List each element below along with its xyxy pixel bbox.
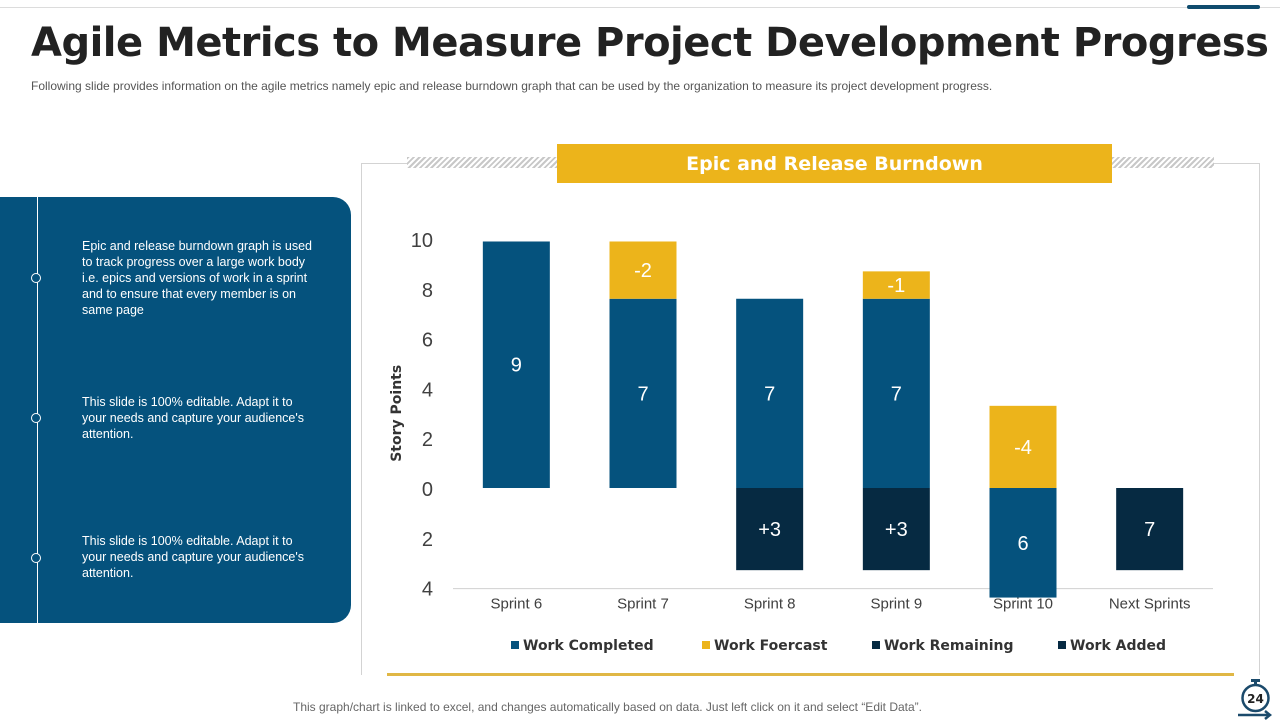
y-tick-label: 0 <box>422 479 433 501</box>
page-number: 24 <box>1247 692 1264 706</box>
top-accent-bar <box>1187 5 1260 9</box>
y-axis-label: Story Points <box>389 365 405 462</box>
bar-segment[interactable] <box>862 488 930 571</box>
bar-segment[interactable] <box>1116 488 1184 571</box>
data-label: 9 <box>511 355 522 377</box>
legend-label: Work Completed <box>523 638 654 654</box>
data-label: -1 <box>887 275 905 297</box>
y-tick-label: 2 <box>422 529 433 551</box>
y-tick-label: 4 <box>422 579 433 601</box>
x-tick-label: Sprint 7 <box>617 596 669 613</box>
y-tick-label: 10 <box>411 230 433 252</box>
y-tick-label: 8 <box>422 280 433 302</box>
stopwatch-icon: 24 <box>1238 679 1273 720</box>
x-tick-label: Sprint 10 <box>993 596 1053 613</box>
page-title: Agile Metrics to Measure Project Develop… <box>31 20 1269 66</box>
data-label: +3 <box>758 519 781 541</box>
info-text-1: Epic and release burndown graph is used … <box>82 239 313 317</box>
legend-swatch <box>872 641 880 649</box>
x-tick-label: Next Sprints <box>1109 596 1191 613</box>
title-hatch-left <box>407 157 557 168</box>
legend-swatch <box>702 641 710 649</box>
legend-swatch <box>1058 641 1066 649</box>
y-tick-label: 6 <box>422 330 433 352</box>
timeline-dot-1 <box>31 273 41 283</box>
data-label: 6 <box>1017 533 1028 555</box>
chart-title: Epic and Release Burndown <box>686 152 983 175</box>
page-subtitle: Following slide provides information on … <box>31 79 993 93</box>
timeline-dot-2 <box>31 413 41 423</box>
bar-segment[interactable] <box>482 241 550 488</box>
data-label: 7 <box>764 383 775 405</box>
data-label: -4 <box>1014 437 1032 459</box>
chart-bottom-accent <box>387 673 1234 676</box>
legend-label: Work Added <box>1070 638 1166 654</box>
burndown-chart[interactable]: 10 8 6 4 2 0 2 4 Story Points 9 7 -2 7 +3 7 -1 +3 -4 6 7 Spr… <box>361 185 1260 670</box>
bar-segment[interactable] <box>609 241 677 299</box>
bar-segment[interactable] <box>609 298 677 488</box>
legend-swatch <box>511 641 519 649</box>
data-label: 7 <box>1144 519 1155 541</box>
bar-segment[interactable] <box>989 488 1057 598</box>
title-hatch-right <box>1112 157 1214 168</box>
page-badge: 24 <box>1234 678 1278 720</box>
info-text-2: This slide is 100% editable. Adapt it to… <box>82 395 304 441</box>
bar-segment[interactable] <box>989 405 1057 488</box>
footer-note: This graph/chart is linked to excel, and… <box>293 700 922 714</box>
top-divider <box>0 7 1280 8</box>
data-label: -2 <box>634 260 652 282</box>
x-tick-label: Sprint 6 <box>490 596 542 613</box>
chart-title-bar: Epic and Release Burndown <box>557 144 1112 183</box>
legend-label: Work Remaining <box>884 638 1014 654</box>
info-text-3: This slide is 100% editable. Adapt it to… <box>82 534 304 580</box>
info-panel <box>0 197 351 623</box>
data-label: 7 <box>637 383 648 405</box>
timeline-line <box>37 197 38 623</box>
bar-segment[interactable] <box>862 298 930 488</box>
x-tick-label: Sprint 8 <box>744 596 796 613</box>
y-tick-label: 4 <box>422 379 433 401</box>
y-tick-label: 2 <box>422 429 433 451</box>
timeline-dot-3 <box>31 553 41 563</box>
bar-segment[interactable] <box>736 488 804 571</box>
legend-label: Work Foercast <box>714 638 828 654</box>
x-tick-label: Sprint 9 <box>870 596 922 613</box>
data-label: 7 <box>891 383 902 405</box>
bar-segment[interactable] <box>736 298 804 488</box>
bar-segment[interactable] <box>862 271 930 299</box>
data-label: +3 <box>885 519 908 541</box>
